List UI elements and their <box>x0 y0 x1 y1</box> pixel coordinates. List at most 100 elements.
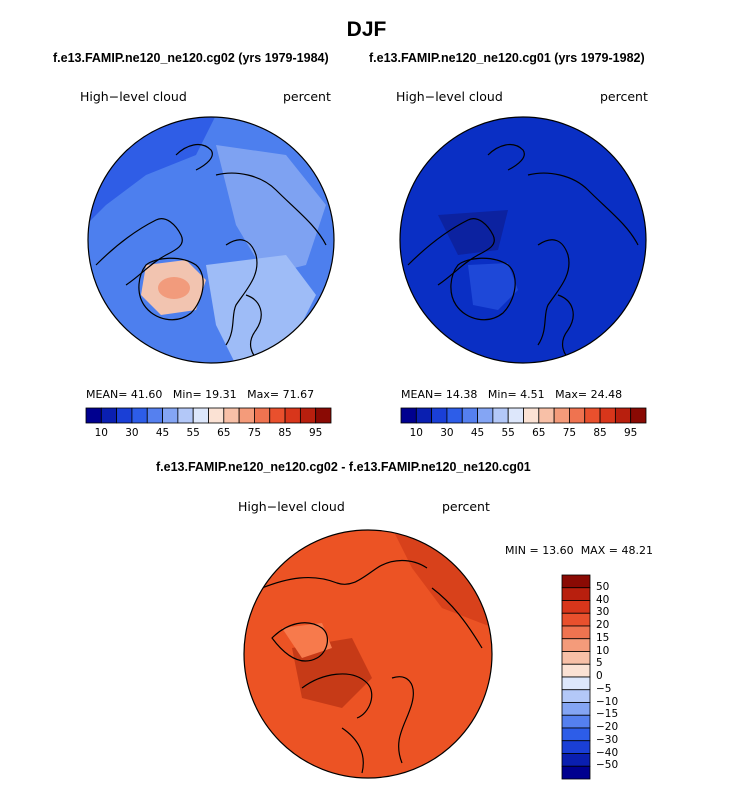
colorbar-swatch <box>561 612 591 627</box>
colorbar-swatch <box>561 574 591 589</box>
colorbar-tick-label: 10 <box>94 427 108 439</box>
colorbar-tick-label: −15 <box>596 708 619 721</box>
colorbar-swatch <box>415 407 433 424</box>
colorbar-swatch <box>431 407 448 424</box>
panel-2-mean-value: 14.38 <box>445 388 478 401</box>
colorbar-swatch <box>553 407 570 424</box>
colorbar-tick-label: −40 <box>596 746 619 759</box>
colorbar-swatch <box>299 407 317 424</box>
colorbar-swatch <box>400 407 417 424</box>
difference-polar-map <box>243 529 493 779</box>
panel-1-mean-label: MEAN= <box>86 388 128 401</box>
colorbar-swatch <box>561 638 591 652</box>
panel-2-colorbar-labels: 10 30 45 55 65 75 85 95 <box>401 427 646 441</box>
colorbar-tick-label: −50 <box>596 759 619 772</box>
colorbar-swatch <box>523 407 540 424</box>
panel-1-colorbar <box>85 407 332 424</box>
colorbar-swatch <box>561 765 591 780</box>
colorbar-tick-label: 75 <box>562 427 577 439</box>
colorbar-swatch <box>116 407 133 424</box>
colorbar-swatch <box>561 753 591 767</box>
colorbar-tick-label: 45 <box>155 427 170 439</box>
colorbar-swatch <box>315 407 332 424</box>
colorbar-swatch <box>146 407 163 424</box>
colorbar-swatch <box>561 676 591 691</box>
panel-1-max-value: 71.67 <box>282 388 315 401</box>
colorbar-swatch <box>614 407 632 424</box>
colorbar-tick-label: 85 <box>278 427 292 439</box>
difference-units: percent <box>442 499 490 514</box>
colorbar-tick-label: 5 <box>596 657 603 670</box>
colorbar-swatch <box>561 625 591 640</box>
panel-1-case-title: f.e13.FAMIP.ne120_ne120.cg02 (yrs 1979-1… <box>53 51 329 65</box>
colorbar-tick-label: 10 <box>596 644 610 657</box>
difference-coastlines <box>261 559 483 774</box>
colorbar-swatch <box>100 407 118 424</box>
difference-case-title: f.e13.FAMIP.ne120_ne120.cg02 - f.e13.FAM… <box>156 460 531 474</box>
panel-1-units: percent <box>283 89 331 104</box>
colorbar-swatch <box>584 407 601 424</box>
colorbar-tick-label: −20 <box>596 721 619 733</box>
difference-base-field <box>244 530 492 778</box>
panel-1-colorbar-labels: 10 30 45 55 65 75 85 95 <box>86 427 331 441</box>
colorbar-swatch <box>561 600 591 614</box>
colorbar-tick-label: −30 <box>596 733 619 746</box>
colorbar-tick-label: 65 <box>532 427 546 439</box>
colorbar-swatch <box>254 407 271 424</box>
colorbar-swatch <box>162 407 179 424</box>
difference-colorbar <box>561 574 591 780</box>
colorbar-swatch <box>561 740 591 754</box>
colorbar-tick-label: 30 <box>596 606 610 619</box>
panel-2-variable: High−level cloud <box>396 89 503 104</box>
colorbar-tick-label: 10 <box>409 427 423 439</box>
panel-2-min-value: 4.51 <box>520 388 545 401</box>
colorbar-swatch <box>599 407 616 424</box>
colorbar-swatch <box>238 407 255 424</box>
panel-1-min-value: 19.31 <box>205 388 237 401</box>
colorbar-tick-label: −5 <box>596 682 612 695</box>
colorbar-swatch <box>85 407 102 424</box>
panel-1-asia-patch <box>216 145 326 275</box>
panel-2-north-america-patch <box>438 210 508 255</box>
panel-1-stats: MEAN= 41.60 Min= 19.31 Max= 71.67 <box>86 388 314 401</box>
colorbar-swatch <box>131 407 148 424</box>
colorbar-swatch <box>561 702 591 716</box>
panel-2-min-label: Min= <box>487 388 517 401</box>
colorbar-tick-label: 20 <box>596 619 610 631</box>
colorbar-tick-label: 50 <box>596 580 610 593</box>
colorbar-swatch <box>507 407 524 424</box>
colorbar-swatch <box>461 407 478 424</box>
colorbar-tick-label: 95 <box>309 427 323 439</box>
colorbar-tick-label: 55 <box>186 427 200 439</box>
colorbar-tick-label: 30 <box>125 427 139 439</box>
panel-2-greenland-patch <box>468 263 518 310</box>
colorbar-tick-label: 55 <box>501 427 515 439</box>
colorbar-tick-label: 0 <box>596 670 603 682</box>
colorbar-tick-label: 95 <box>624 427 638 439</box>
colorbar-swatch <box>538 407 555 424</box>
panel-1-max-label: Max= <box>247 388 280 401</box>
panel-2-colorbar <box>400 407 647 424</box>
colorbar-swatch <box>284 407 301 424</box>
figure-title: DJF <box>346 18 387 41</box>
panel-2-stats: MEAN= 14.38 Min= 4.51 Max= 24.48 <box>401 388 622 401</box>
panel-2-mean-label: MEAN= <box>401 388 443 401</box>
difference-variable: High−level cloud <box>238 499 345 514</box>
colorbar-tick-label: 40 <box>596 593 610 606</box>
difference-greenland-patch <box>282 623 332 658</box>
colorbar-tick-label: 75 <box>247 427 262 439</box>
panel-2-max-label: Max= <box>555 388 588 401</box>
panel-1-greenland-core <box>158 277 190 299</box>
panel-2-max-value: 24.48 <box>590 388 623 401</box>
colorbar-swatch <box>561 651 591 665</box>
difference-min-value: 13.60 <box>542 544 574 557</box>
colorbar-swatch <box>569 407 586 424</box>
colorbar-swatch <box>561 689 591 703</box>
colorbar-tick-label: 45 <box>470 427 485 439</box>
colorbar-tick-label: −10 <box>596 695 619 708</box>
panel-2-units: percent <box>600 89 648 104</box>
panel-1-variable: High−level cloud <box>80 89 187 104</box>
colorbar-swatch <box>561 714 591 729</box>
difference-min-label: MIN = <box>505 544 539 557</box>
difference-colorbar-labels: 50 40 30 20 15 10 5 0 −5 −10 −15 −20 −30 −40 −50 <box>596 575 646 779</box>
